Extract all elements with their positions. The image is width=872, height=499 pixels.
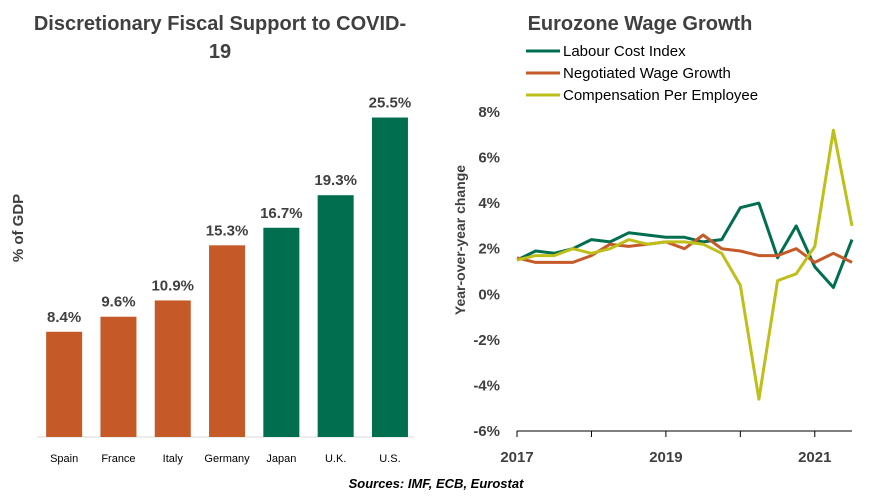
bar-y-axis-label: % of GDP <box>10 194 27 262</box>
bar <box>46 331 83 437</box>
bar-category-label: Italy <box>163 453 184 465</box>
x-tick-label: 2017 <box>500 449 533 466</box>
bar-data-label: 25.5% <box>369 95 412 112</box>
source-note: Sources: IMF, ECB, Eurostat <box>348 476 524 491</box>
bar-category-label: France <box>101 453 135 465</box>
bar <box>263 227 300 437</box>
y-tick-label: 8% <box>478 104 500 121</box>
y-tick-label: 6% <box>478 150 500 167</box>
bar-data-label: 8.4% <box>47 309 81 326</box>
y-tick-label: -6% <box>473 423 500 440</box>
bar-data-label: 19.3% <box>314 172 357 189</box>
bar-data-label: 15.3% <box>206 222 249 239</box>
bar-category-label: Spain <box>50 453 78 465</box>
series-line <box>516 201 854 289</box>
y-tick-label: 2% <box>478 241 500 258</box>
bar <box>154 300 191 437</box>
bar-data-label: 16.7% <box>260 205 303 222</box>
bar <box>317 195 354 437</box>
bar-category-label: Germany <box>204 453 250 465</box>
legend-label: Negotiated Wage Growth <box>563 65 731 82</box>
bar-category-label: Japan <box>266 453 296 465</box>
y-tick-label: 0% <box>478 286 500 303</box>
y-tick-label: -4% <box>473 377 500 394</box>
y-tick-label: 4% <box>478 195 500 212</box>
bar-chart-title: Discretionary Fiscal Support to COVID-19 <box>33 13 407 63</box>
bar <box>100 316 137 437</box>
x-tick-label: 2019 <box>649 449 682 466</box>
y-tick-label: -2% <box>473 332 500 349</box>
bar-data-label: 9.6% <box>101 294 135 311</box>
legend-label: Compensation Per Employee <box>563 87 758 104</box>
bar-category-label: U.K. <box>325 453 346 465</box>
series-line <box>516 233 853 264</box>
x-tick-label: 2021 <box>798 449 831 466</box>
legend-label: Labour Cost Index <box>563 43 686 60</box>
bar <box>371 117 408 437</box>
bar <box>209 245 246 437</box>
line-y-axis-label: Year-over-year change <box>452 165 468 315</box>
line-chart-title: Eurozone Wage Growth <box>527 13 753 35</box>
bar-data-label: 10.9% <box>151 277 194 294</box>
series-line <box>516 128 854 401</box>
bar-category-label: U.S. <box>379 453 400 465</box>
